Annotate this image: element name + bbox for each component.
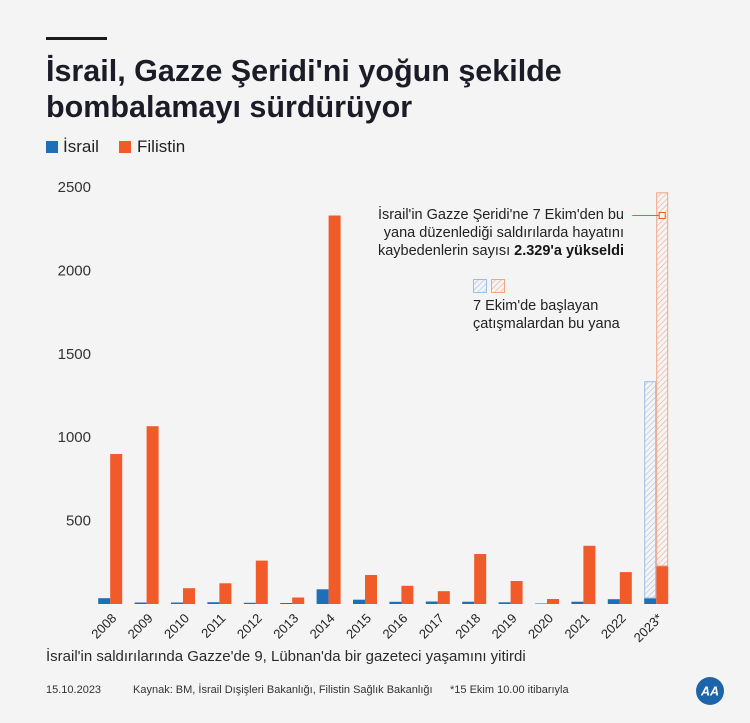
legend-swatch-since-oct7-israil — [473, 279, 487, 293]
x-tick-label: 2020 — [525, 611, 556, 642]
annotation-text: İsrail'in Gazze Şeridi'ne 7 Ekim'den bu … — [378, 206, 624, 260]
x-tick-label: 2019 — [489, 611, 520, 642]
x-tick-label: 2021 — [561, 611, 592, 642]
x-tick-label: 2013 — [270, 611, 301, 642]
bar-filistin-2008 — [110, 454, 123, 604]
y-tick-label: 1500 — [58, 346, 91, 363]
y-tick-label: 500 — [66, 513, 91, 530]
bar-israil-2015 — [353, 599, 365, 604]
annotation-line: kaybedenlerin sayısı 2.329'a yükseldi — [378, 242, 624, 260]
bar-israil-2021 — [571, 601, 584, 604]
footnote: İsrail'in saldırılarında Gazze'de 9, Lüb… — [46, 648, 526, 665]
bar-filistin-2022 — [619, 572, 632, 604]
annotation-line: İsrail'in Gazze Şeridi'ne 7 Ekim'den bu — [377, 207, 624, 223]
footer-source: Kaynak: BM, İsrail Dışişleri Bakanlığı, … — [133, 684, 433, 696]
legend-swatch-israil — [46, 141, 58, 153]
footer-note: *15 Ekim 10.00 itibarıyla — [450, 684, 569, 696]
x-tick-label: 2008 — [88, 611, 119, 642]
aa-logo: AA — [696, 677, 724, 705]
x-tick-label: 2014 — [307, 611, 338, 642]
x-tick-label: 2017 — [416, 611, 447, 642]
chart-title: İsrail, Gazze Şeridi'ni yoğun şekilde bo… — [46, 54, 562, 124]
legend-swatch-since-oct7-filistin — [491, 279, 505, 293]
bar-israil-2012 — [243, 602, 256, 604]
bar-filistin-2021 — [583, 545, 596, 604]
bar-israil-2020 — [535, 603, 547, 604]
legend-swatch-filistin — [119, 141, 131, 153]
annotation-line: yana düzenlediği saldırılarda hayatını — [383, 225, 624, 241]
bar-israil-2023 — [644, 598, 657, 604]
legend-label-since-oct7: 7 Ekim'de başlayan çatışmalardan bu yana — [473, 298, 620, 332]
annotation-highlight: 2.329'a yükseldi — [514, 243, 624, 259]
legend-label-filistin: Filistin — [137, 137, 186, 156]
x-tick-label: 2011 — [198, 611, 228, 641]
y-tick-label: 2000 — [58, 262, 91, 279]
bar-israil-2016 — [389, 601, 402, 604]
bar-filistin-2015 — [365, 575, 377, 604]
x-tick-label: 2009 — [125, 611, 156, 642]
x-tick-label: 2015 — [343, 611, 374, 642]
title-accent-bar — [46, 37, 107, 40]
bar-israil-2017 — [425, 601, 438, 604]
aa-logo-circle — [696, 677, 724, 705]
bar-filistin-2014 — [328, 215, 341, 604]
bar-filistin-2023 — [656, 566, 669, 604]
bar-filistin-2018 — [474, 554, 487, 604]
bar-filistin-2019 — [510, 581, 523, 604]
bar-filistin-2016 — [401, 585, 414, 604]
bar-israil-2013 — [280, 603, 293, 604]
bar-israil-2010 — [171, 602, 183, 604]
bar-israil-2022 — [607, 599, 620, 604]
bar-filistin-2012 — [255, 560, 268, 604]
bar-filistin-2017 — [437, 591, 450, 604]
annotation-line-text: kaybedenlerin sayısı — [377, 243, 511, 259]
x-tick-label: 2018 — [452, 611, 483, 642]
bar-filistin-2011 — [219, 583, 232, 604]
bar-israil-2018 — [462, 601, 475, 604]
bar-since-oct7-israil — [644, 381, 657, 599]
annotation-marker — [658, 212, 666, 219]
x-tick-label: 2012 — [234, 611, 265, 642]
bar-israil-2019 — [498, 602, 511, 604]
bar-filistin-2009 — [146, 426, 159, 604]
x-tick-label: 2010 — [161, 611, 192, 642]
footer-date: 15.10.2023 — [46, 684, 102, 696]
legend-label-israil: İsrail — [63, 137, 99, 156]
bar-israil-2009 — [134, 602, 147, 604]
bar-since-oct7-filistin — [656, 192, 669, 567]
bar-filistin-2020 — [547, 599, 559, 604]
bar-filistin-2013 — [292, 597, 305, 604]
bar-israil-2008 — [98, 598, 111, 604]
x-tick-label: 2016 — [379, 611, 410, 642]
bar-israil-2014 — [316, 589, 329, 604]
y-tick-label: 1000 — [58, 429, 91, 446]
bar-filistin-2010 — [183, 588, 195, 604]
bar-israil-2011 — [207, 602, 220, 604]
y-tick-label: 2500 — [58, 179, 91, 196]
aa-logo-text: AA — [700, 685, 719, 699]
x-tick-label: 2022 — [598, 611, 629, 642]
x-tick-label: 2023* — [631, 611, 666, 646]
